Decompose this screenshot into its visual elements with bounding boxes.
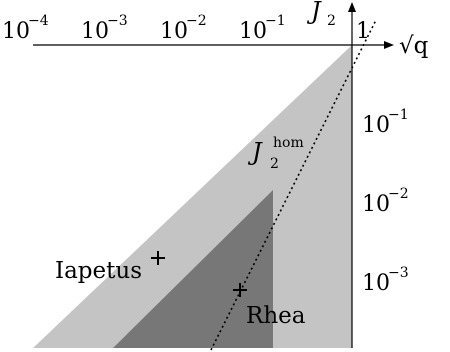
svg-text:√q: √q (399, 33, 429, 59)
y-axis-arrow (348, 2, 356, 12)
svg-text:−3: −3 (388, 265, 409, 281)
svg-text:10: 10 (362, 113, 390, 138)
svg-text:10: 10 (2, 19, 30, 44)
y-axis-label-main: J (306, 0, 322, 25)
y-tick-label: 10−2 (362, 186, 409, 217)
points: Iapetus Rhea (55, 251, 306, 329)
y-tick-label: 10−3 (362, 265, 409, 296)
svg-text:−3: −3 (107, 13, 128, 29)
x-axis-label: √q (399, 33, 429, 59)
svg-text:−1: −1 (265, 13, 286, 29)
point-rhea: Rhea (233, 283, 306, 329)
x-tick-label: 10−2 (160, 13, 207, 44)
y-tick-label: 10−1 (362, 107, 409, 138)
svg-text:10: 10 (362, 192, 390, 217)
point-iapetus: Iapetus (55, 251, 165, 284)
x-tick-label: 10−4 (2, 13, 49, 44)
x-tick-label: 1 (356, 19, 370, 44)
x-tick-label: 10−3 (81, 13, 128, 44)
svg-text:−4: −4 (28, 13, 49, 29)
j2-hom-line (210, 19, 377, 351)
svg-text:hom: hom (273, 135, 304, 151)
svg-text:−2: −2 (388, 186, 409, 202)
y-ticks: 10−110−210−3 (362, 107, 409, 296)
point-marker (233, 283, 247, 297)
svg-text:10: 10 (362, 271, 390, 296)
point-label: Iapetus (55, 258, 142, 284)
point-marker (151, 251, 165, 265)
svg-text:−2: −2 (186, 13, 207, 29)
y-axis-label-sub: 2 (327, 13, 336, 29)
svg-text:10: 10 (81, 19, 109, 44)
svg-text:10: 10 (160, 19, 188, 44)
x-tick-label: 10−1 (239, 13, 286, 44)
x-ticks: 10−4 10−3 10−2 10−1 1 (2, 13, 370, 44)
x-axis-arrow (384, 41, 394, 49)
svg-text:1: 1 (356, 19, 370, 44)
dark-region (113, 190, 273, 348)
svg-text:2: 2 (270, 156, 279, 172)
svg-text:−1: −1 (388, 107, 409, 123)
point-label: Rhea (246, 303, 306, 329)
svg-text:10: 10 (239, 19, 267, 44)
